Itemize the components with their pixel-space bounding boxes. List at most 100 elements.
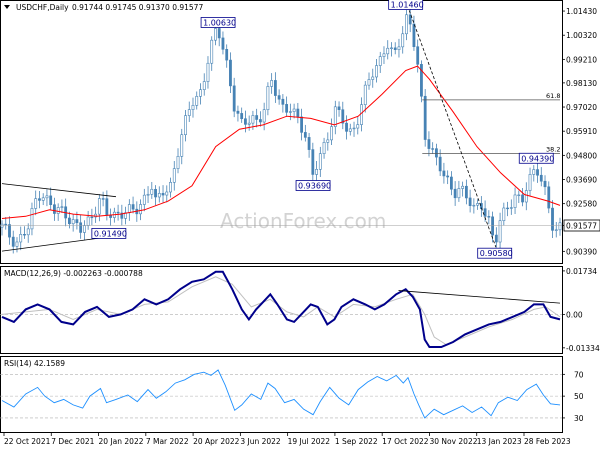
collapse-triangle-icon[interactable] [4,5,10,9]
rsi-tick-label: 30 [574,414,584,423]
candle-body [247,122,251,125]
macd-tick-label: -0.01334 [566,344,600,353]
candle-body [393,47,397,50]
candle-body [176,156,180,169]
candle-body [532,169,536,175]
candle-body [506,207,509,210]
candle-body [521,194,524,203]
date-tick-label: 17 Oct 2022 [382,437,429,446]
price-axis: 1.01430 1.00320 0.99210 0.98130 0.97020 0.959… [562,7,600,256]
candle-body [139,204,142,215]
candle-body [333,106,337,127]
candle-body [251,115,255,124]
price-tick-label: 0.92580 [566,200,597,209]
date-tick-label: 7 Mar 2022 [146,437,189,446]
candle-body [491,216,494,236]
candle-body [330,126,333,141]
rsi-tick-label: 70 [574,370,584,379]
candle-body [360,104,363,125]
price-tick-label: 1.00320 [566,31,597,40]
candle-body [195,96,199,106]
candle-body [464,185,468,199]
price-tick-label: 0.90390 [566,247,597,256]
rsi-panel-frame [0,356,563,433]
candle-body [273,80,277,96]
candle-body [416,46,420,65]
candle-body [116,211,120,214]
date-tick-label: 19 Jul 2022 [288,437,331,446]
candle-body [232,85,236,112]
candle-body [154,188,157,198]
candle-body [262,109,266,123]
price-panel-frame [0,0,563,264]
candle-body [8,224,11,238]
candle-body [326,139,330,143]
candle-body [180,134,184,157]
rsi-grid [0,374,562,419]
candle-body [476,203,480,206]
candle-body [285,104,289,113]
candle-body [517,194,521,197]
price-chart-title: USDCHF,Daily [16,3,69,12]
candle-body [206,62,210,82]
price-tick-label: 0.97020 [566,103,597,112]
annotation-box [518,152,554,164]
candle-body [161,193,165,196]
macd-title: MACD(12,26,9) -0.002263 -0.000788 [4,269,143,278]
candle-body [457,188,461,199]
price-tick-label: 0.98130 [566,79,597,88]
candle-body [71,219,75,225]
candle-body [184,115,187,135]
price-tick-label: 0.95910 [566,127,597,136]
candle-body [82,225,86,233]
watermark: ActionForex.com [220,209,386,233]
candle-body [157,193,161,198]
price-tick-label: 0.93690 [566,176,597,185]
candle-body [150,188,154,195]
candle-body [539,174,543,182]
candle-body [494,234,498,243]
candle-body [442,170,446,177]
candle-body [191,105,195,110]
annotation-label: 0.94390 [521,154,554,163]
candle-body [270,80,274,87]
macd-trendline [398,290,561,304]
price-tick-label: 0.94800 [566,151,597,160]
annotation-label: 1.01460 [391,0,424,9]
rsi-axis: 70 50 30 [562,370,584,423]
candle-body [382,53,386,57]
candle-body [401,33,405,48]
candle-body [551,207,554,231]
candle-body [75,219,79,224]
price-annotation: 1.00630 [200,17,236,28]
candle-body [438,156,442,172]
candle-body [468,197,472,206]
date-tick-label: 30 Nov 2022 [429,437,477,446]
candle-body [554,229,558,231]
candle-body [131,204,135,210]
candle-body [120,212,124,219]
moving-average [1,65,561,219]
date-tick-label: 3 Jun 2022 [240,437,281,446]
candle-body [307,137,311,150]
macd-signal-line [1,276,561,346]
candle-body [423,95,427,140]
rsi-lines [1,369,561,419]
candle-body [408,14,412,25]
candle-body [60,206,64,208]
annotation-box [200,17,236,28]
candle-body [101,198,105,200]
candle-body [536,169,539,176]
candle-body [435,148,438,158]
price-panel: ActionForex.com 61.8 38.2 1.00630 1.01460 0… [0,0,600,264]
annotation-label: 0.91490 [94,229,127,238]
candle-body [509,207,513,209]
candle-body [53,204,56,214]
fibonacci-label: 61.8 [546,92,560,100]
candle-body [221,37,225,50]
candle-body [15,241,19,247]
annotation-box [477,247,513,259]
candle-body [498,220,502,243]
date-tick-label: 1 Sep 2022 [335,437,378,446]
candle-body [547,186,551,209]
